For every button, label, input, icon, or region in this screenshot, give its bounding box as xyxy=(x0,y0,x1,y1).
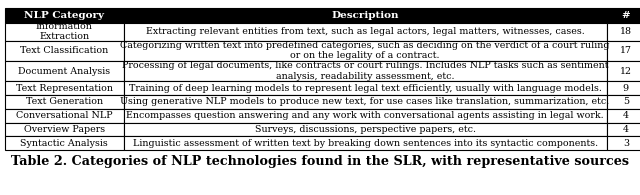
Bar xyxy=(5,61,124,81)
Bar xyxy=(607,95,640,109)
Text: Overview Papers: Overview Papers xyxy=(24,125,105,134)
Text: 3: 3 xyxy=(623,139,629,148)
Bar xyxy=(607,81,640,95)
Text: Using generative NLP models to produce new text, for use cases like translation,: Using generative NLP models to produce n… xyxy=(120,98,610,106)
Bar xyxy=(607,123,640,136)
Bar xyxy=(124,41,607,61)
Bar xyxy=(124,81,607,95)
Text: Linguistic assessment of written text by breaking down sentences into its syntac: Linguistic assessment of written text by… xyxy=(132,139,598,148)
Text: Description: Description xyxy=(332,11,399,20)
Text: Table 2. Categories of NLP technologies found in the SLR, with representative so: Table 2. Categories of NLP technologies … xyxy=(11,155,629,168)
Bar xyxy=(5,23,124,41)
Bar xyxy=(607,23,640,41)
Text: 5: 5 xyxy=(623,98,629,106)
Text: Categorizing written text into predefined categories, such as deciding on the ve: Categorizing written text into predefine… xyxy=(120,41,610,60)
Bar xyxy=(124,8,607,23)
Bar xyxy=(607,136,640,150)
Bar xyxy=(5,136,124,150)
Text: Surveys, discussions, perspective papers, etc.: Surveys, discussions, perspective papers… xyxy=(255,125,476,134)
Text: Document Analysis: Document Analysis xyxy=(19,67,110,76)
Bar xyxy=(124,136,607,150)
Text: Syntactic Analysis: Syntactic Analysis xyxy=(20,139,108,148)
Bar xyxy=(5,109,124,123)
Bar xyxy=(124,23,607,41)
Text: Training of deep learning models to represent legal text efficiently, usually wi: Training of deep learning models to repr… xyxy=(129,84,602,93)
Text: Text Classification: Text Classification xyxy=(20,46,108,55)
Bar xyxy=(607,41,640,61)
Bar xyxy=(5,41,124,61)
Text: 17: 17 xyxy=(620,46,632,55)
Bar xyxy=(607,61,640,81)
Text: 18: 18 xyxy=(620,27,632,36)
Bar xyxy=(124,95,607,109)
Text: 4: 4 xyxy=(623,125,629,134)
Text: 12: 12 xyxy=(620,67,632,76)
Text: 4: 4 xyxy=(623,111,629,120)
Text: #: # xyxy=(621,11,630,20)
Bar xyxy=(5,95,124,109)
Text: Processing of legal documents, like contracts or court rulings. Includes NLP tas: Processing of legal documents, like cont… xyxy=(122,61,609,81)
Bar xyxy=(607,109,640,123)
Bar xyxy=(5,8,124,23)
Bar xyxy=(124,123,607,136)
Text: Conversational NLP: Conversational NLP xyxy=(16,111,113,120)
Bar xyxy=(124,61,607,81)
Text: Encompasses question answering and any work with conversational agents assisting: Encompasses question answering and any w… xyxy=(126,111,604,120)
Bar xyxy=(5,81,124,95)
Text: Extracting relevant entities from text, such as legal actors, legal matters, wit: Extracting relevant entities from text, … xyxy=(146,27,584,36)
Text: NLP Category: NLP Category xyxy=(24,11,104,20)
Bar xyxy=(124,109,607,123)
Bar xyxy=(607,8,640,23)
Text: 9: 9 xyxy=(623,84,629,93)
Bar xyxy=(5,123,124,136)
Text: Text Representation: Text Representation xyxy=(16,84,113,93)
Text: Information
Extraction: Information Extraction xyxy=(36,22,93,42)
Text: Text Generation: Text Generation xyxy=(26,98,103,106)
